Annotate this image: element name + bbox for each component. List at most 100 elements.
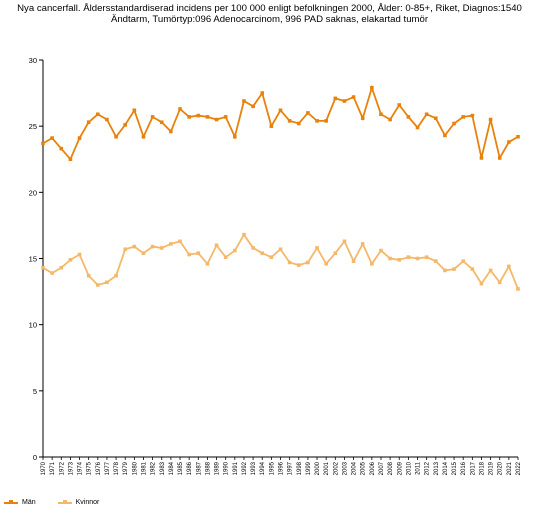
x-tick-label: 2009 [397, 461, 403, 475]
x-tick-label: 1979 [123, 461, 129, 475]
data-point [196, 113, 201, 118]
data-point [50, 136, 54, 140]
data-point [296, 121, 301, 126]
x-tick-label: 2007 [379, 461, 385, 475]
x-tick-label: 1995 [269, 461, 275, 475]
data-point [41, 265, 45, 270]
y-tick-label: 0 [33, 453, 37, 462]
x-tick-label: 1985 [178, 461, 184, 475]
data-point [169, 129, 173, 134]
line-chart: 0 5 10 15 20 25 30 1970 1971 1972 1973 1974 1975 1976… [29, 56, 522, 475]
x-tick-label: 2021 [507, 461, 513, 475]
x-tick-label: 1987 [196, 461, 202, 475]
data-point [141, 251, 146, 256]
data-point [415, 125, 420, 130]
data-point [196, 251, 201, 256]
chart-title-line1: Nya cancerfall. Åldersstandardiserad inc… [17, 3, 522, 14]
data-point [424, 255, 429, 259]
data-point [507, 264, 511, 269]
data-point [150, 115, 155, 119]
chart-title: Nya cancerfall. Åldersstandardiserad inc… [4, 3, 535, 25]
series-1 [41, 84, 520, 162]
x-tick-label: 1977 [105, 461, 111, 475]
data-point [159, 246, 164, 250]
x-tick-label: 2015 [452, 461, 458, 475]
data-point [114, 273, 118, 278]
data-point [370, 85, 374, 90]
data-point [178, 239, 182, 244]
data-point [360, 242, 365, 246]
data-point [397, 103, 402, 107]
data-point [242, 232, 246, 237]
data-point [516, 287, 520, 291]
x-tick-label: 2013 [434, 461, 440, 475]
data-point [59, 146, 64, 151]
data-point [233, 134, 237, 139]
data-point [269, 124, 274, 128]
data-point [479, 281, 484, 286]
chart-series [41, 84, 520, 291]
x-tick-label: 2005 [361, 461, 367, 475]
data-point [68, 258, 73, 262]
data-point [251, 246, 255, 250]
data-point [223, 115, 228, 119]
x-tick-label: 1993 [251, 461, 257, 475]
data-point [406, 255, 411, 259]
data-point [379, 112, 383, 117]
data-point [278, 108, 283, 113]
x-tick-label: 2004 [352, 461, 358, 475]
data-point [150, 244, 155, 249]
data-point [187, 252, 191, 257]
data-point [59, 265, 64, 270]
data-point [278, 247, 283, 252]
data-point [214, 243, 219, 248]
legend-label: Män [22, 499, 36, 506]
y-tick-label: 15 [29, 255, 37, 264]
x-tick-label: 1972 [59, 461, 65, 475]
series-line [42, 84, 519, 161]
data-point [123, 247, 128, 252]
x-tick-label: 1978 [114, 461, 120, 475]
data-point [452, 267, 456, 271]
legend-swatch [57, 500, 72, 504]
x-tick-label: 2002 [333, 461, 339, 475]
x-tick-label: 1970 [41, 461, 47, 475]
data-point [123, 123, 128, 127]
x-tick-label: 2019 [489, 461, 495, 475]
data-point [507, 140, 511, 144]
legend-item: Kvinnor [57, 499, 100, 506]
data-point [433, 259, 438, 263]
data-point [351, 259, 356, 263]
chart-axes: 0 5 10 15 20 25 30 1970 1971 1972 1973 1974 1975 1976… [29, 56, 522, 475]
x-tick-label: 1988 [205, 461, 211, 475]
legend-label: Kvinnor [75, 499, 100, 506]
x-tick-label: 1999 [306, 461, 312, 475]
x-tick-label: 1997 [288, 461, 294, 475]
x-tick-label: 2003 [342, 461, 348, 475]
data-point [397, 258, 402, 262]
data-point [433, 116, 438, 121]
data-point [205, 261, 210, 266]
data-point [333, 96, 338, 101]
x-tick-label: 1989 [215, 461, 221, 475]
data-point [205, 115, 210, 119]
data-point [470, 113, 475, 118]
data-point [77, 252, 82, 257]
data-point [351, 95, 356, 99]
x-tick-label: 2018 [479, 461, 485, 475]
data-point [406, 115, 411, 119]
data-point [132, 244, 137, 249]
data-point [77, 136, 82, 140]
data-point [497, 280, 502, 285]
chart-title-line2: Ändtarm, Tumörtyp:096 Adenocarcinom, 996… [110, 14, 429, 25]
x-tick-label: 2000 [315, 461, 321, 475]
data-point [233, 248, 237, 253]
data-point [178, 107, 182, 111]
data-point [86, 120, 91, 124]
data-point [370, 261, 374, 266]
data-point [342, 99, 347, 103]
x-tick-label: 2022 [516, 461, 522, 475]
x-tick-label: 1983 [160, 461, 166, 475]
data-point [379, 248, 383, 253]
data-point [50, 271, 54, 275]
